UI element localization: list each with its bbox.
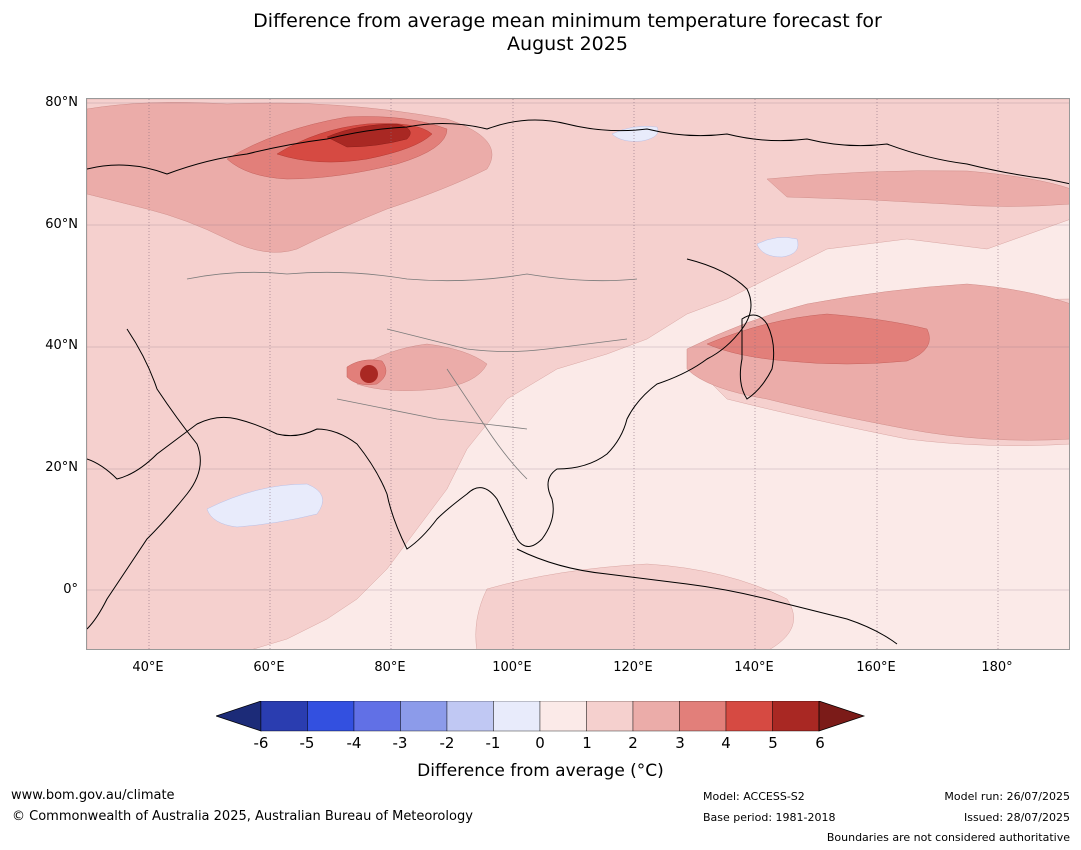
lon-label-160e: 160°E bbox=[856, 660, 896, 675]
footer-model-run: Model run: 26/07/2025 bbox=[944, 790, 1070, 803]
colorbar-tick: 2 bbox=[628, 734, 638, 752]
footer-website: www.bom.gov.au/climate bbox=[11, 788, 175, 803]
lat-label-60n: 60°N bbox=[45, 217, 78, 232]
colorbar-bin bbox=[446, 701, 494, 732]
colorbar-tick: -4 bbox=[346, 734, 362, 752]
anomaly-below-arabian-sea bbox=[206, 483, 323, 528]
footer-issued: Issued: 28/07/2025 bbox=[963, 811, 1070, 824]
colorbar-tick: 3 bbox=[675, 734, 685, 752]
lon-label-180: 180° bbox=[981, 660, 1013, 675]
colorbar-extend-high bbox=[818, 701, 866, 732]
lon-label-120e: 120°E bbox=[613, 660, 653, 675]
lon-label-60e: 60°E bbox=[253, 660, 285, 675]
anomaly-below-arctic bbox=[611, 126, 659, 142]
colorbar-tick: 4 bbox=[721, 734, 731, 752]
colorbar-tick: -1 bbox=[485, 734, 501, 752]
colorbar-tick: 6 bbox=[815, 734, 825, 752]
footer-disclaimer: Boundaries are not considered authoritat… bbox=[826, 831, 1070, 844]
colorbar bbox=[216, 701, 866, 732]
anomaly-band-2-3-siberia bbox=[766, 170, 1069, 207]
colorbar-bin bbox=[260, 701, 308, 732]
anomaly-band-2-3-tibet bbox=[356, 343, 488, 391]
colorbar-tick: 0 bbox=[535, 734, 545, 752]
colorbar-extend-low bbox=[216, 701, 262, 732]
anomaly-band-5-6-tibet bbox=[360, 365, 378, 383]
lon-label-140e: 140°E bbox=[734, 660, 774, 675]
anomaly-band-1-2 bbox=[87, 99, 1069, 649]
title-line-2: August 2025 bbox=[507, 33, 628, 55]
map-svg bbox=[87, 99, 1069, 649]
footer-copyright: © Commonwealth of Australia 2025, Austra… bbox=[12, 809, 473, 824]
lon-label-100e: 100°E bbox=[492, 660, 532, 675]
colorbar-bin bbox=[586, 701, 634, 732]
colorbar-bin bbox=[307, 701, 355, 732]
colorbar-bin bbox=[725, 701, 773, 732]
colorbar-bin bbox=[632, 701, 680, 732]
footer-base-period: Base period: 1981-2018 bbox=[703, 811, 836, 824]
lat-label-0: 0° bbox=[63, 582, 78, 597]
title-line-1: Difference from average mean minimum tem… bbox=[253, 10, 882, 32]
colorbar-tick: 1 bbox=[582, 734, 592, 752]
colorbar-bin bbox=[493, 701, 541, 732]
colorbar-bin bbox=[539, 701, 587, 732]
coastlines bbox=[87, 119, 1069, 645]
lat-label-40n: 40°N bbox=[45, 338, 78, 353]
graticule bbox=[87, 99, 1069, 649]
anomaly-band-5-6-north bbox=[326, 123, 411, 148]
colorbar-bin bbox=[772, 701, 820, 732]
lon-label-40e: 40°E bbox=[132, 660, 164, 675]
country-boundaries bbox=[186, 271, 638, 480]
colorbar-tick: 5 bbox=[768, 734, 778, 752]
colorbar-tick: -3 bbox=[392, 734, 408, 752]
anomaly-band-1-2-indonesia bbox=[475, 563, 794, 649]
colorbar-label: Difference from average (°C) bbox=[417, 761, 664, 781]
anomaly-band-3-4-east bbox=[706, 313, 930, 365]
forecast-map bbox=[86, 98, 1070, 650]
colorbar-tick: -6 bbox=[253, 734, 269, 752]
anomaly-below-japan-sea bbox=[756, 237, 799, 258]
lat-label-80n: 80°N bbox=[45, 95, 78, 110]
colorbar-tick: -5 bbox=[299, 734, 315, 752]
colorbar-bin bbox=[400, 701, 448, 732]
colorbar-bin bbox=[353, 701, 401, 732]
chart-title: Difference from average mean minimum tem… bbox=[0, 10, 1081, 56]
footer-model: Model: ACCESS-S2 bbox=[703, 790, 805, 803]
colorbar-tick: -2 bbox=[439, 734, 455, 752]
lat-label-20n: 20°N bbox=[45, 460, 78, 475]
lon-label-80e: 80°E bbox=[374, 660, 406, 675]
colorbar-bin bbox=[679, 701, 727, 732]
